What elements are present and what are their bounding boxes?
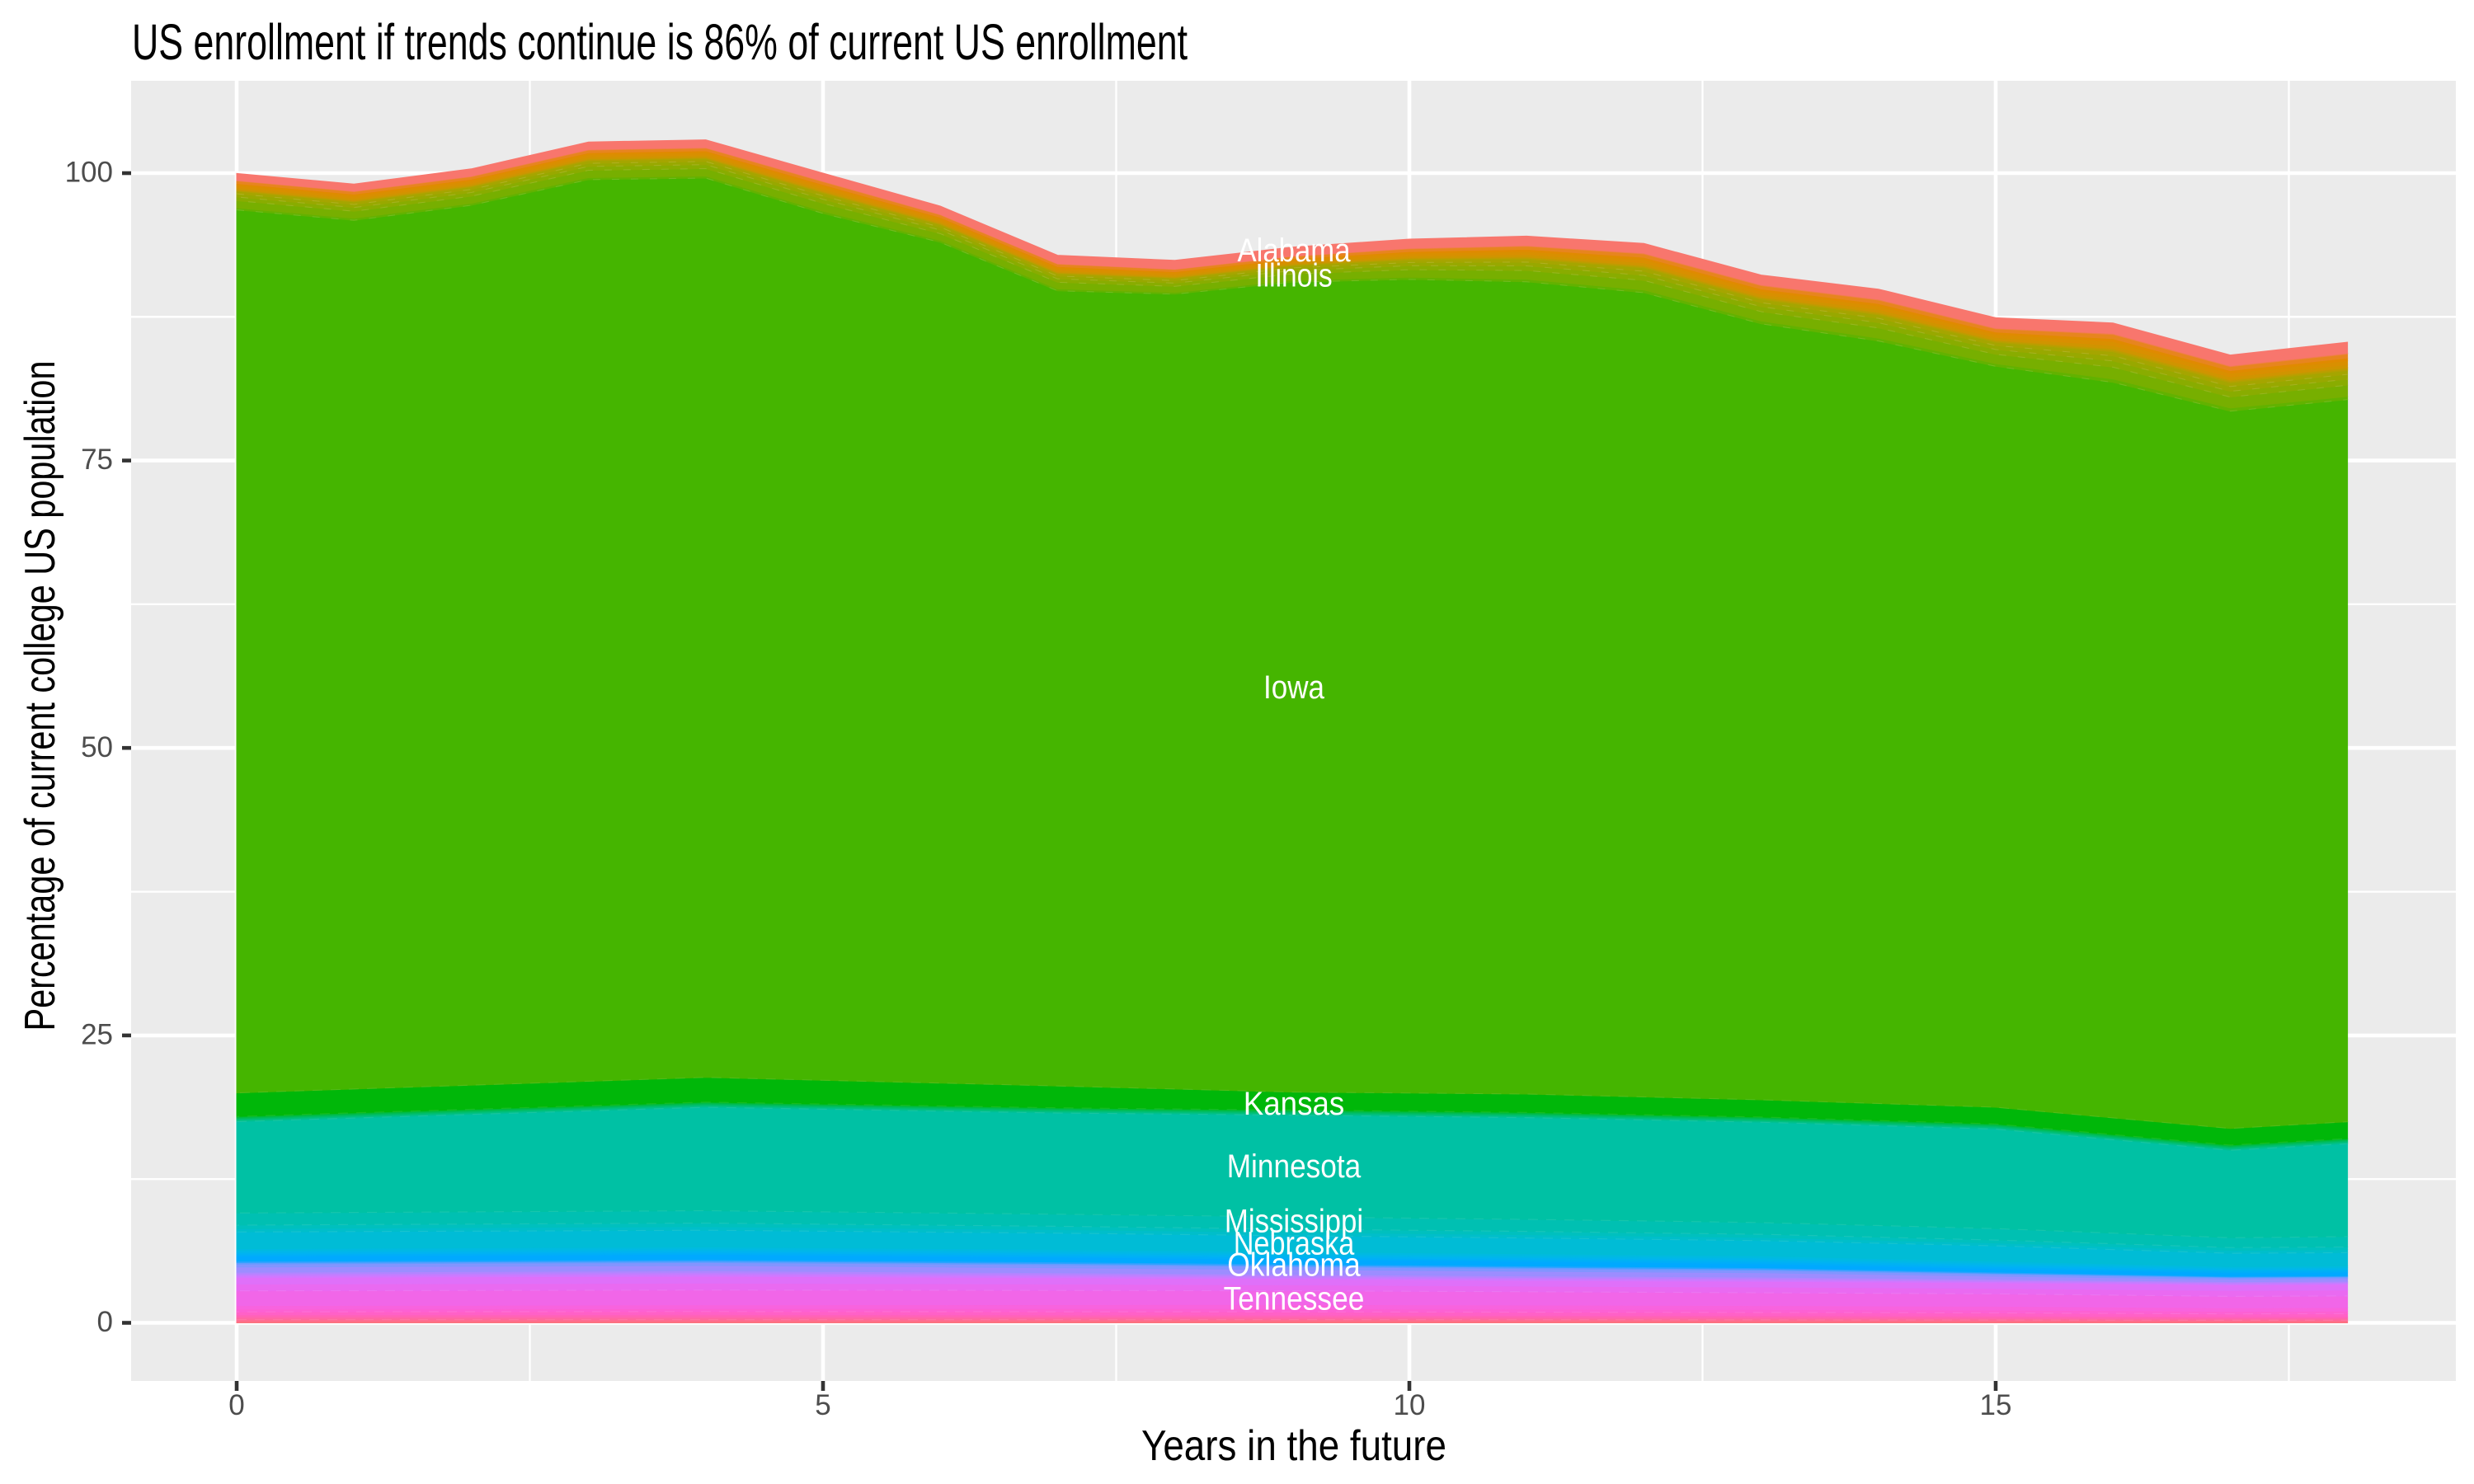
svg-text:Years in the future: Years in the future <box>1141 1422 1446 1470</box>
svg-text:Mississippi: Mississippi <box>1225 1204 1363 1240</box>
svg-text:0: 0 <box>97 1306 113 1338</box>
svg-text:75: 75 <box>81 444 113 476</box>
svg-text:Alabama: Alabama <box>1238 232 1352 269</box>
svg-text:Tennessee: Tennessee <box>1224 1281 1365 1317</box>
svg-text:25: 25 <box>81 1018 113 1050</box>
svg-text:50: 50 <box>81 731 113 763</box>
svg-text:Minnesota: Minnesota <box>1227 1148 1362 1185</box>
svg-text:0: 0 <box>228 1389 244 1421</box>
svg-text:Percentage of current college: Percentage of current college US populat… <box>16 361 64 1031</box>
svg-text:Nebraska: Nebraska <box>1234 1225 1355 1261</box>
svg-text:100: 100 <box>65 157 113 189</box>
svg-text:Illinois: Illinois <box>1255 257 1332 294</box>
svg-text:Kansas: Kansas <box>1244 1086 1345 1122</box>
svg-text:Oklahoma: Oklahoma <box>1227 1247 1361 1284</box>
svg-text:US enrollment if trends contin: US enrollment if trends continue is 86% … <box>132 14 1188 70</box>
svg-text:Iowa: Iowa <box>1263 669 1325 706</box>
svg-text:15: 15 <box>1980 1389 2012 1421</box>
svg-text:10: 10 <box>1394 1389 1426 1421</box>
svg-text:5: 5 <box>815 1389 830 1421</box>
